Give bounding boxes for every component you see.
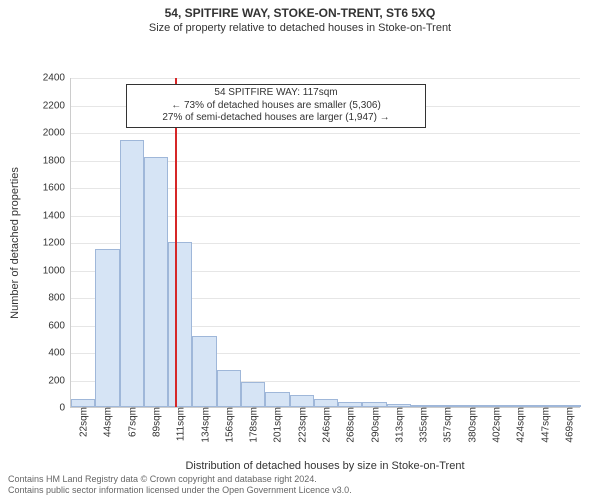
x-axis-label: Distribution of detached houses by size … (70, 460, 580, 472)
footer-line-2: Contains public sector information licen… (8, 485, 592, 496)
annotation-line: 54 SPITFIRE WAY: 117sqm (131, 87, 421, 100)
histogram-bar (241, 382, 265, 407)
xtick-label: 246sqm (320, 407, 333, 443)
ytick-label: 1800 (43, 155, 71, 166)
xtick-label: 424sqm (514, 407, 527, 443)
histogram-bar (217, 370, 241, 407)
histogram-bar (290, 395, 314, 407)
footer-line-1: Contains HM Land Registry data © Crown c… (8, 474, 592, 485)
annotation-line: 27% of semi-detached houses are larger (… (131, 112, 421, 125)
xtick-label: 469sqm (562, 407, 575, 443)
xtick-label: 380sqm (465, 407, 478, 443)
histogram-bar (192, 336, 216, 408)
annotation-line: ← 73% of detached houses are smaller (5,… (131, 100, 421, 113)
ytick-label: 600 (48, 320, 71, 331)
histogram-bar (144, 157, 168, 407)
ytick-label: 1200 (43, 238, 71, 249)
xtick-label: 290sqm (368, 407, 381, 443)
plot-area: 0200400600800100012001400160018002000220… (70, 78, 580, 408)
xtick-label: 357sqm (441, 407, 454, 443)
chart-subtitle: Size of property relative to detached ho… (0, 22, 600, 34)
chart-container: 0 200 400 600 800 1000 1200 1400 1600 1800 2000 220… (0, 34, 600, 488)
ytick-label: 1400 (43, 210, 71, 221)
ytick-label: 1000 (43, 265, 71, 276)
xtick-label: 447sqm (538, 407, 551, 443)
annotation-box: 54 SPITFIRE WAY: 117sqm← 73% of detached… (126, 84, 426, 128)
xtick-label: 178sqm (247, 407, 260, 443)
histogram-bar (265, 392, 289, 407)
histogram-bar (95, 249, 119, 407)
xtick-label: 313sqm (392, 407, 405, 443)
xtick-label: 402sqm (490, 407, 503, 443)
xtick-label: 268sqm (344, 407, 357, 443)
xtick-label: 223sqm (295, 407, 308, 443)
chart-title: 54, SPITFIRE WAY, STOKE-ON-TRENT, ST6 5X… (0, 6, 600, 20)
ytick-label: 400 (48, 348, 71, 359)
xtick-label: 335sqm (417, 407, 430, 443)
xtick-label: 22sqm (77, 407, 90, 437)
ytick-label: 800 (48, 293, 71, 304)
xtick-label: 111sqm (174, 407, 187, 441)
xtick-label: 44sqm (101, 407, 114, 437)
xtick-label: 67sqm (125, 407, 138, 437)
xtick-label: 134sqm (198, 407, 211, 443)
footer: Contains HM Land Registry data © Crown c… (8, 474, 592, 496)
xtick-label: 201sqm (271, 407, 284, 443)
ytick-label: 2400 (43, 73, 71, 84)
xtick-label: 156sqm (222, 407, 235, 443)
y-axis-label: Number of detached properties (9, 167, 21, 319)
ytick-label: 0 (59, 403, 71, 414)
histogram-bar (314, 399, 338, 407)
ytick-label: 200 (48, 375, 71, 386)
histogram-bar (168, 242, 192, 407)
grid-line (71, 133, 580, 134)
histogram-bar (71, 399, 95, 407)
grid-line (71, 78, 580, 79)
ytick-label: 2000 (43, 128, 71, 139)
ytick-label: 2200 (43, 100, 71, 111)
ytick-label: 1600 (43, 183, 71, 194)
xtick-label: 89sqm (150, 407, 163, 437)
histogram-bar (120, 140, 144, 407)
